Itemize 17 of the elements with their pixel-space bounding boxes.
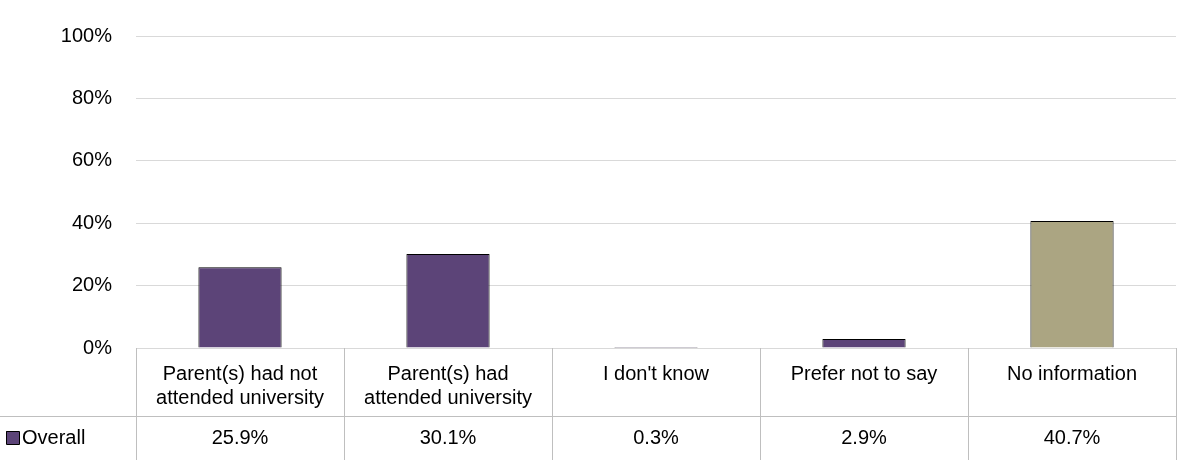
x-tick-label: Prefer not to say — [790, 361, 938, 384]
x-tick-label: I don't know — [602, 361, 710, 384]
x-tick-label: Parent(s) had attended university — [364, 361, 532, 408]
data-label: 0.3% — [633, 425, 680, 448]
data-label: 2.9% — [841, 425, 888, 448]
data-label: 25.9% — [211, 425, 269, 448]
y-tick-label: 100% — [60, 23, 113, 46]
y-tick-label: 20% — [71, 273, 113, 296]
legend-label: Overall — [22, 425, 86, 448]
x-tick-label: No information — [1006, 361, 1138, 384]
data-label: 40.7% — [1043, 425, 1101, 448]
y-tick-label: 0% — [83, 335, 113, 358]
y-tick-label: 40% — [71, 210, 113, 233]
x-tick-label: Parent(s) had not attended university — [156, 361, 324, 408]
y-tick-label: 80% — [71, 85, 113, 108]
data-label: 30.1% — [419, 425, 477, 448]
y-tick-label: 60% — [71, 148, 113, 171]
